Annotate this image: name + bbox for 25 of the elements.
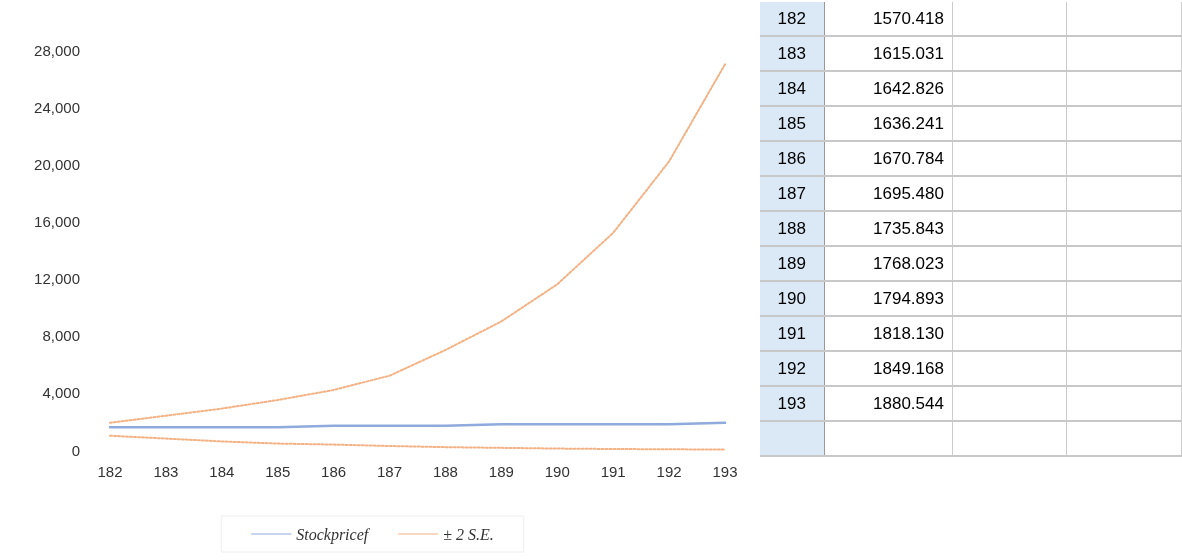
- x-tick-label: 187: [377, 463, 403, 480]
- x-tick-label: 190: [544, 463, 570, 480]
- spreadsheet-table: 182 1570.418 183 1615.031 184 1642.826 185 1636.241 186 1670.784 187 1695.480 188 1735.843 189 1768.023 190 1794.893 191 1818.130 192 1849.168 193 1880.544: [760, 2, 1182, 457]
- y-tick-label: 0: [71, 441, 80, 459]
- x-tick-label: 182: [97, 463, 123, 480]
- x-tick-label: 189: [488, 463, 514, 480]
- legend-label: ± 2 S.E.: [443, 525, 494, 543]
- line-series: [109, 63, 726, 424]
- x-tick-label: 191: [600, 463, 626, 480]
- y-tick-label: 24,000: [34, 98, 80, 116]
- y-tick-label: 28,000: [34, 41, 80, 59]
- x-tick-label: 188: [432, 463, 458, 480]
- x-tick-label: 185: [265, 463, 291, 480]
- x-tick-label: 186: [321, 463, 347, 480]
- y-tick-label: 12,000: [34, 270, 80, 288]
- x-tick-label: 184: [209, 463, 235, 480]
- y-tick-label: 8,000: [42, 327, 80, 345]
- y-tick-label: 16,000: [34, 212, 80, 230]
- legend-label: Stockpricef: [296, 525, 371, 544]
- y-tick-label: 4,000: [42, 384, 80, 402]
- x-tick-label: 183: [153, 463, 179, 480]
- line-series: [109, 434, 726, 451]
- x-tick-label: 193: [712, 463, 738, 480]
- x-tick-label: 192: [656, 463, 682, 480]
- y-tick-label: 20,000: [34, 155, 80, 173]
